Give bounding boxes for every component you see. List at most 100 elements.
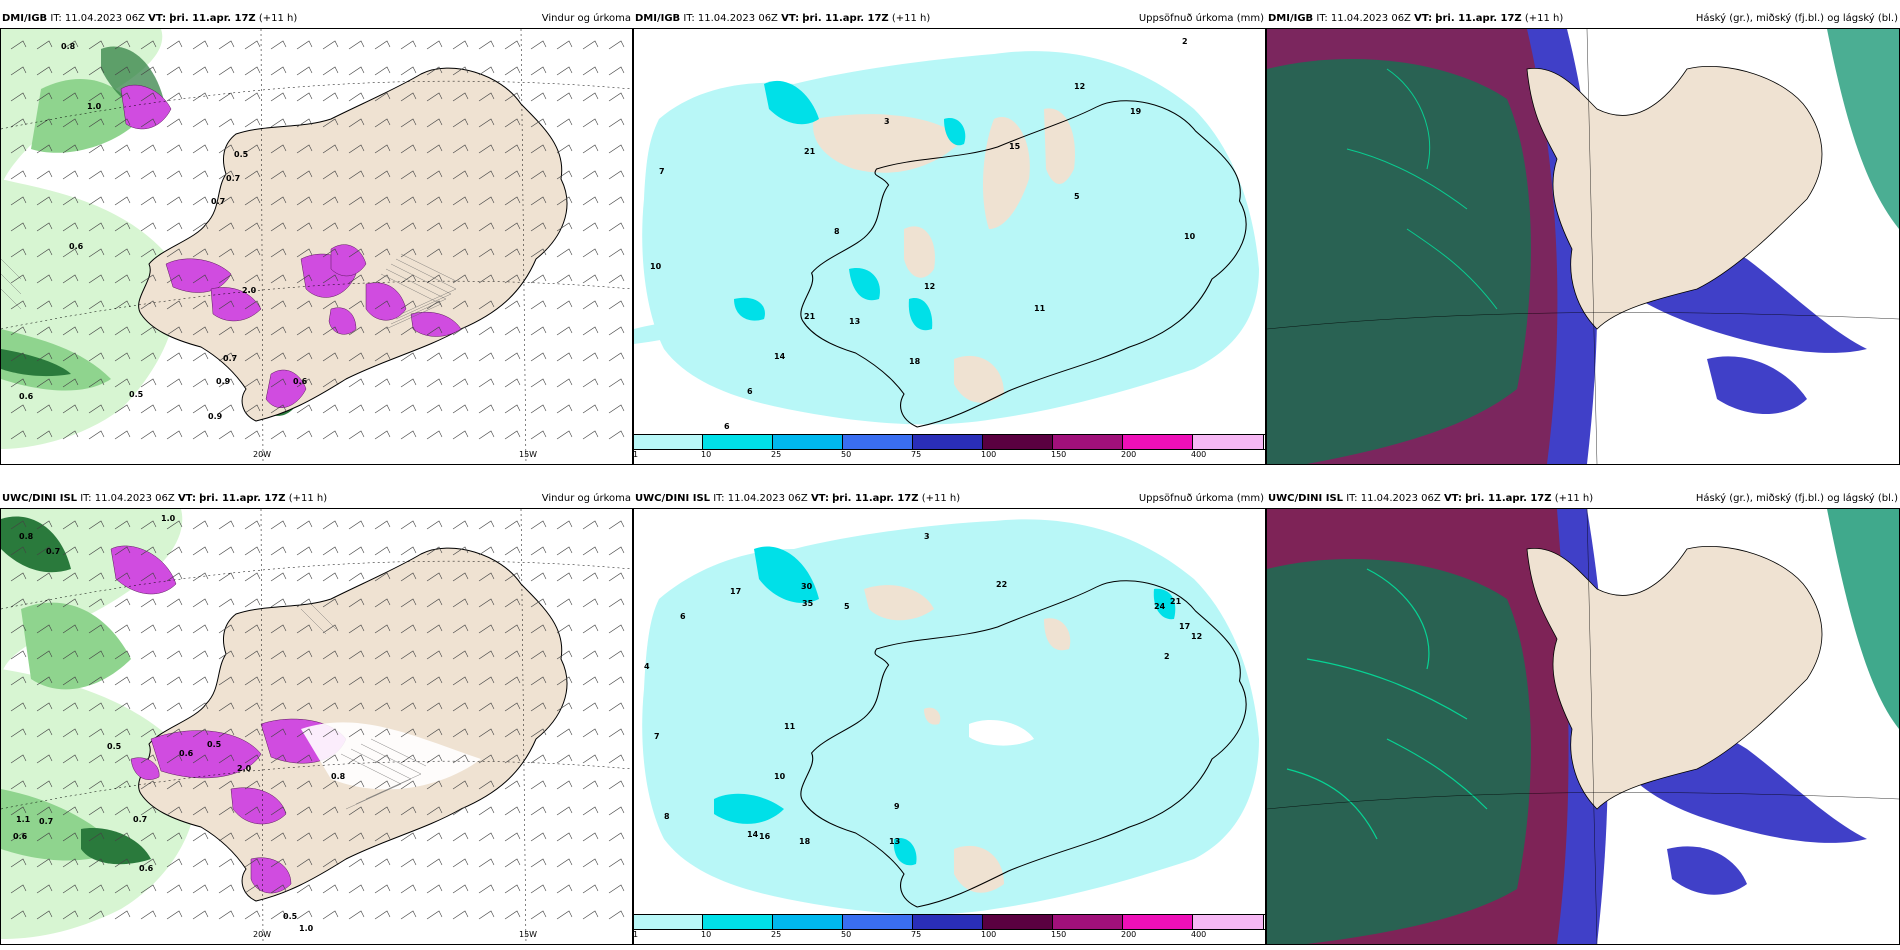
wind-barb	[218, 546, 235, 556]
wind-barb	[192, 572, 209, 582]
wind-barb	[426, 352, 443, 362]
wind-barb	[296, 910, 313, 920]
wind-barb	[478, 702, 495, 712]
wind-barb	[426, 144, 443, 154]
wind-barb	[114, 806, 131, 816]
wind-barb	[582, 624, 599, 634]
wind-barb	[504, 780, 521, 790]
wind-barb	[62, 832, 79, 842]
svg-text:0.6: 0.6	[179, 749, 194, 758]
wind-barb	[270, 378, 287, 388]
wind-barb	[244, 858, 261, 868]
wind-barb	[114, 598, 131, 608]
wind-barb	[244, 702, 261, 712]
wind-barb	[192, 378, 209, 388]
wind-barb	[348, 118, 365, 128]
wind-barb	[322, 780, 339, 790]
wind-barb	[374, 650, 391, 660]
panel-title: Háský (gr.), miðský (fj.bl.) og lágský (…	[1695, 13, 1898, 24]
wind-barb	[400, 832, 417, 842]
wind-barb	[296, 248, 313, 258]
wind-barb	[400, 676, 417, 686]
wind-barb	[478, 754, 495, 764]
wind-barb	[218, 326, 235, 336]
svg-text:8: 8	[834, 227, 840, 236]
wind-barb	[374, 546, 391, 556]
panel-precip-bottom: UWC/DINI ISL IT: 11.04.2023 06Z VT: þri.…	[633, 490, 1266, 945]
panel-clouds-bottom: UWC/DINI ISL IT: 11.04.2023 06Z VT: þri.…	[1266, 490, 1900, 945]
wind-barb	[504, 624, 521, 634]
wind-barb	[608, 352, 625, 362]
wind-barb	[10, 430, 27, 440]
lead-time: (+11 h)	[258, 13, 298, 24]
wind-barb	[270, 702, 287, 712]
panel-header: DMI/IGB IT: 11.04.2023 06Z VT: þri. 11.a…	[633, 10, 1266, 28]
wind-barb	[426, 66, 443, 76]
wind-barb	[556, 858, 573, 868]
wind-barb	[36, 144, 53, 154]
colorbar: 1 10 25 50 75 100 150 200 400	[633, 434, 1266, 459]
wind-barb	[426, 780, 443, 790]
wind-barb	[374, 222, 391, 232]
panel-precip-top: DMI/IGB IT: 11.04.2023 06Z VT: þri. 11.a…	[633, 10, 1266, 465]
wind-barb	[296, 430, 313, 440]
svg-text:18: 18	[909, 357, 921, 366]
wind-barb	[478, 650, 495, 660]
svg-text:7: 7	[659, 167, 665, 176]
wind-barb	[348, 520, 365, 530]
wind-barb	[88, 248, 105, 258]
wind-barb	[400, 352, 417, 362]
wind-barb	[556, 754, 573, 764]
wind-barb	[218, 884, 235, 894]
wind-barb	[556, 598, 573, 608]
wind-barb	[88, 274, 105, 284]
wind-barb	[530, 274, 547, 284]
wind-barb	[504, 300, 521, 310]
wind-barb	[426, 650, 443, 660]
wind-barb	[452, 378, 469, 388]
wind-barb	[426, 222, 443, 232]
wind-barb	[582, 754, 599, 764]
wind-barb	[140, 352, 157, 362]
svg-text:11: 11	[784, 722, 796, 731]
wind-barb	[114, 702, 131, 712]
wind-barb	[10, 858, 27, 868]
svg-text:0.7: 0.7	[226, 174, 240, 183]
wind-barb	[140, 702, 157, 712]
wind-barb	[530, 754, 547, 764]
wind-barb	[218, 40, 235, 50]
wind-barb	[218, 352, 235, 362]
wind-barb	[166, 546, 183, 556]
wind-barb	[582, 806, 599, 816]
wind-barb	[530, 118, 547, 128]
wind-barb	[166, 702, 183, 712]
svg-text:0.6: 0.6	[13, 832, 28, 841]
wind-barb	[62, 248, 79, 258]
wind-barb	[478, 378, 495, 388]
wind-barb	[114, 40, 131, 50]
wind-barb	[140, 520, 157, 530]
wind-barb	[452, 170, 469, 180]
wind-barb	[426, 118, 443, 128]
wind-map: 0.8 0.7 0.5 0.7 0.6 0.6 2.0 0.7 0.9 0.6 …	[1, 29, 632, 464]
wind-barb	[270, 66, 287, 76]
wind-barb	[88, 170, 105, 180]
svg-text:0.6: 0.6	[69, 242, 84, 251]
wind-barb	[218, 274, 235, 284]
wind-barb	[114, 430, 131, 440]
wind-barb	[452, 66, 469, 76]
wind-barb	[452, 572, 469, 582]
wind-barb	[478, 624, 495, 634]
wind-barb	[192, 780, 209, 790]
wind-barb	[504, 430, 521, 440]
wind-barb	[478, 546, 495, 556]
wind-barb	[426, 832, 443, 842]
wind-barb	[36, 884, 53, 894]
wind-barb	[88, 118, 105, 128]
wind-barb	[608, 676, 625, 686]
wind-barb	[426, 430, 443, 440]
wind-barb	[374, 170, 391, 180]
wind-barb	[10, 884, 27, 894]
wind-barb	[452, 92, 469, 102]
wind-barb	[504, 702, 521, 712]
